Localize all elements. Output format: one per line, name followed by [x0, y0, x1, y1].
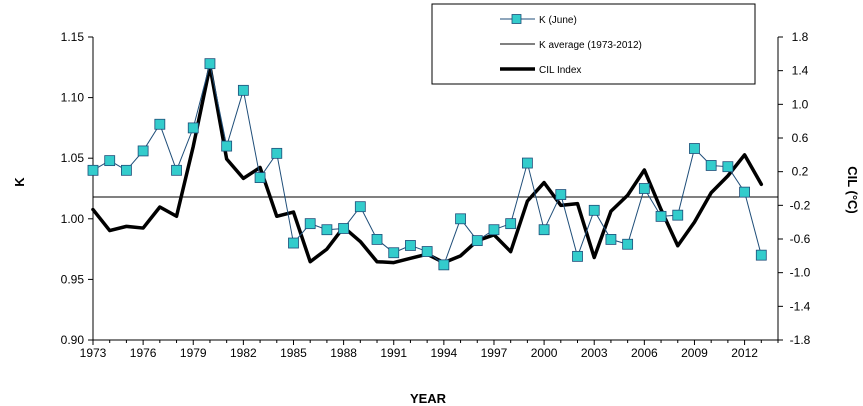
y-right-tick-label: -0.6	[790, 232, 811, 246]
k-june-marker	[271, 147, 283, 159]
legend-box	[431, 3, 756, 85]
k-june-marker	[538, 224, 550, 236]
legend-k-june-marker	[511, 14, 522, 24]
x-tick-label: 1973	[80, 346, 107, 360]
x-tick-label: 1985	[280, 346, 307, 360]
k-june-marker	[304, 218, 316, 230]
k-june-marker	[121, 164, 132, 176]
x-tick-label: 1976	[130, 346, 157, 360]
x-tick-label: 1979	[180, 346, 207, 360]
x-tick-label: 2000	[531, 346, 558, 360]
y-right-tick-label: -1.8	[790, 333, 811, 347]
k-june-marker	[171, 164, 182, 176]
y-right-tick-label: 1.8	[792, 30, 809, 44]
k-june-marker	[705, 160, 717, 171]
axes-layer: 1973 1976 1979 1982 1985 1988 1991 1994 1997 2000…	[61, 30, 811, 360]
y-right-tick-label: -1.0	[790, 266, 811, 280]
k-june-marker	[338, 223, 350, 234]
k-june-marker	[755, 249, 767, 261]
k-june-marker	[588, 204, 600, 216]
y-axis-left-title: K	[12, 177, 27, 187]
k-june-marker	[521, 157, 533, 169]
x-tick-label: 1988	[330, 346, 357, 360]
k-june-marker	[722, 161, 734, 173]
k-june-marker	[455, 213, 466, 225]
k-june-marker	[672, 209, 684, 221]
y-left-tick-label: 1.15	[61, 30, 85, 44]
x-tick-label: 1994	[431, 346, 458, 360]
y-left-tick-label: 1.10	[61, 91, 85, 105]
y-left-tick-label: 1.05	[61, 151, 85, 165]
k-june-marker	[655, 210, 667, 222]
k-june-marker	[572, 250, 583, 262]
x-tick-label: 1991	[380, 346, 407, 360]
legend: K (June) K average (1973-2012) CIL Index	[431, 3, 756, 85]
cil-index-line	[91, 64, 764, 265]
k-june-marker	[555, 189, 567, 200]
x-tick-label: 2006	[631, 346, 658, 360]
y-right-tick-label: 0.6	[792, 131, 809, 145]
k-june-marker	[605, 234, 617, 245]
legend-k-june-label: K (June)	[539, 15, 577, 26]
k-june-marker	[87, 164, 99, 176]
x-tick-label: 2009	[681, 346, 708, 360]
k-june-marker	[638, 183, 650, 194]
y-left-tick-label: 0.90	[61, 333, 85, 347]
y-right-tick-label: -0.2	[790, 198, 811, 212]
k-june-marker	[622, 238, 634, 250]
y-left-tick-label: 1.00	[61, 212, 85, 226]
k-june-line	[92, 63, 762, 266]
k-june-marker	[421, 246, 433, 257]
k-june-marker	[137, 145, 149, 157]
k-june-marker	[104, 155, 116, 167]
x-tick-label: 1997	[481, 346, 508, 360]
y-axis-right-title: CIL (°C)	[845, 166, 860, 214]
k-june-marker	[438, 259, 450, 271]
legend-k-average-label: K average (1973-2012)	[539, 40, 642, 51]
k-june-marker	[388, 247, 400, 259]
k-june-marker	[739, 186, 750, 198]
legend-cil-label: CIL Index	[539, 65, 581, 76]
k-june-marker	[187, 122, 199, 134]
k-june-marker	[354, 201, 366, 213]
k-june-marker	[321, 224, 333, 236]
k-june-marker	[488, 224, 500, 236]
k-june-marker	[689, 143, 700, 154]
k-june-marker	[154, 118, 166, 130]
k-june-marker	[471, 235, 483, 247]
y-right-tick-label: 1.0	[792, 97, 809, 111]
y-right-tick-label: 1.4	[792, 64, 809, 78]
k-june-marker	[221, 140, 233, 152]
k-june-marker	[237, 84, 249, 96]
k-june-marker	[405, 240, 416, 251]
y-right-tick-label: 0.2	[792, 165, 809, 179]
k-june-marker	[505, 218, 517, 230]
k-june-marker	[204, 58, 216, 70]
series-layer	[87, 58, 778, 271]
k-june-marker	[288, 237, 299, 249]
y-left-tick-label: 0.95	[61, 272, 85, 286]
k-june-marker	[254, 172, 266, 183]
x-axis-title: YEAR	[410, 391, 447, 406]
y-right-tick-label: -1.4	[790, 299, 811, 313]
x-tick-label: 2003	[581, 346, 608, 360]
x-tick-label: 1982	[230, 346, 257, 360]
k-june-marker	[371, 234, 383, 245]
x-tick-label: 2012	[731, 346, 758, 360]
